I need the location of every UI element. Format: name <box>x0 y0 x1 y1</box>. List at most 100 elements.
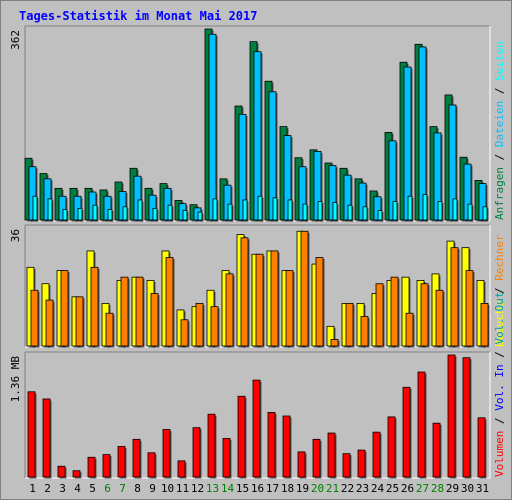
x-tick-label-25: 25 <box>386 482 399 495</box>
bar-seiten-day-11 <box>182 210 188 221</box>
bar-seiten-day-20 <box>317 201 323 221</box>
x-tick-label-10: 10 <box>161 482 174 495</box>
bar-volumen-day-12 <box>192 427 201 478</box>
bar-seiten-day-16 <box>257 195 263 221</box>
x-tick-label-19: 19 <box>296 482 309 495</box>
bar-volumen-day-9 <box>147 452 156 478</box>
bar-seiten-day-26 <box>407 195 413 221</box>
bar-seiten-day-12 <box>197 211 203 221</box>
bar-dateien-day-13 <box>208 33 217 221</box>
x-tick-label-11: 11 <box>176 482 189 495</box>
x-tick-label-17: 17 <box>266 482 279 495</box>
bar-rechner-day-31 <box>480 302 489 347</box>
bar-rechner-day-7 <box>120 276 129 347</box>
bar-dateien-day-18 <box>283 135 292 221</box>
x-tick-label-3: 3 <box>59 482 66 495</box>
bar-volumen-day-15 <box>237 395 246 478</box>
legend-entry-vol_in: Vol. In <box>493 364 506 410</box>
x-tick-label-7: 7 <box>119 482 126 495</box>
x-tick-label-9: 9 <box>149 482 156 495</box>
bar-seiten-day-13 <box>212 198 218 221</box>
bar-rechner-day-1 <box>30 289 39 347</box>
x-tick-label-26: 26 <box>401 482 414 495</box>
bar-dateien-day-31 <box>478 183 487 221</box>
bar-seiten-day-7 <box>122 206 128 221</box>
bar-seiten-day-3 <box>62 209 68 221</box>
bar-volumen-day-30 <box>462 357 471 478</box>
y-max-label-volume: 1.36 MB <box>9 356 22 403</box>
x-tick-label-29: 29 <box>446 482 459 495</box>
bar-seiten-day-29 <box>452 198 458 221</box>
legend-volume: Volumen / Vol. In / Vol. Out <box>493 292 506 477</box>
bar-dateien-day-8 <box>133 175 142 221</box>
bar-seiten-day-22 <box>347 204 353 221</box>
bar-rechner-day-9 <box>150 293 159 347</box>
bar-seiten-day-8 <box>137 199 143 221</box>
legend-entry-rechner: Rechner <box>493 234 506 281</box>
bar-volumen-day-25 <box>387 416 396 478</box>
bar-seiten-day-6 <box>107 209 113 221</box>
bar-rechner-day-25 <box>390 276 399 347</box>
bar-dateien-day-23 <box>358 182 367 221</box>
bar-seiten-day-23 <box>362 206 368 221</box>
x-tick-label-5: 5 <box>89 482 96 495</box>
bar-dateien-day-24 <box>373 196 382 221</box>
legend-entry-vol_out: Vol. Out <box>493 292 506 345</box>
x-tick-label-1: 1 <box>29 482 36 495</box>
bar-volumen-day-27 <box>417 371 426 478</box>
legend-hits: Anfragen / Dateien / Seiten <box>493 41 506 220</box>
legend-separator: / <box>493 411 506 431</box>
bar-seiten-day-24 <box>377 210 383 221</box>
bar-rechner-day-6 <box>105 312 114 347</box>
x-tick-label-14: 14 <box>221 482 235 495</box>
bar-seiten-day-21 <box>332 202 338 221</box>
bar-volumen-day-17 <box>267 412 276 478</box>
legend-separator: / <box>493 345 506 365</box>
x-tick-label-18: 18 <box>281 482 294 495</box>
bar-dateien-day-10 <box>163 187 172 221</box>
bar-rechner-day-24 <box>375 283 384 347</box>
legend-entry-seiten: Seiten <box>493 41 506 81</box>
bar-dateien-day-22 <box>343 174 352 221</box>
x-tick-label-6: 6 <box>104 482 111 495</box>
bar-volumen-day-13 <box>207 413 216 478</box>
bar-rechner-day-18 <box>285 270 294 347</box>
bar-rechner-day-19 <box>300 230 309 347</box>
bar-rechner-day-17 <box>270 250 279 347</box>
bar-rechner-day-20 <box>315 257 324 347</box>
legend-separator: / <box>493 81 506 101</box>
bar-rechner-day-26 <box>405 312 414 347</box>
bar-volumen-day-11 <box>177 460 186 478</box>
bar-rechner-day-28 <box>435 289 444 347</box>
bar-rechner-day-13 <box>210 306 219 347</box>
bar-seiten-day-5 <box>92 204 98 221</box>
bar-dateien-day-7 <box>118 191 127 221</box>
bar-rechner-day-22 <box>345 302 354 347</box>
bar-dateien-day-30 <box>463 163 472 221</box>
legend-entry-volumen: Volumen <box>493 431 506 477</box>
bar-rechner-day-3 <box>60 270 69 347</box>
bar-rechner-day-4 <box>75 296 84 347</box>
bar-volumen-day-20 <box>312 438 321 478</box>
x-tick-label-16: 16 <box>251 482 264 495</box>
bar-dateien-day-25 <box>388 140 397 221</box>
bar-volumen-day-31 <box>477 417 486 478</box>
bar-rechner-day-27 <box>420 283 429 347</box>
x-tick-label-22: 22 <box>341 482 354 495</box>
bar-seiten-day-9 <box>152 207 158 221</box>
x-tick-label-28: 28 <box>431 482 444 495</box>
x-tick-label-23: 23 <box>356 482 369 495</box>
legend-entry-dateien: Dateien <box>493 101 506 147</box>
bar-rechner-day-2 <box>45 299 54 347</box>
bar-seiten-day-19 <box>302 203 308 221</box>
x-tick-label-27: 27 <box>416 482 429 495</box>
bar-dateien-day-9 <box>148 194 157 221</box>
bar-dateien-day-28 <box>433 132 442 221</box>
x-tick-label-8: 8 <box>134 482 141 495</box>
bar-rechner-day-10 <box>165 257 174 347</box>
bar-volumen-day-8 <box>132 438 141 478</box>
bar-volumen-day-14 <box>222 438 231 478</box>
bar-dateien-day-15 <box>238 114 247 221</box>
y-max-label-visits: 36 <box>9 229 22 242</box>
